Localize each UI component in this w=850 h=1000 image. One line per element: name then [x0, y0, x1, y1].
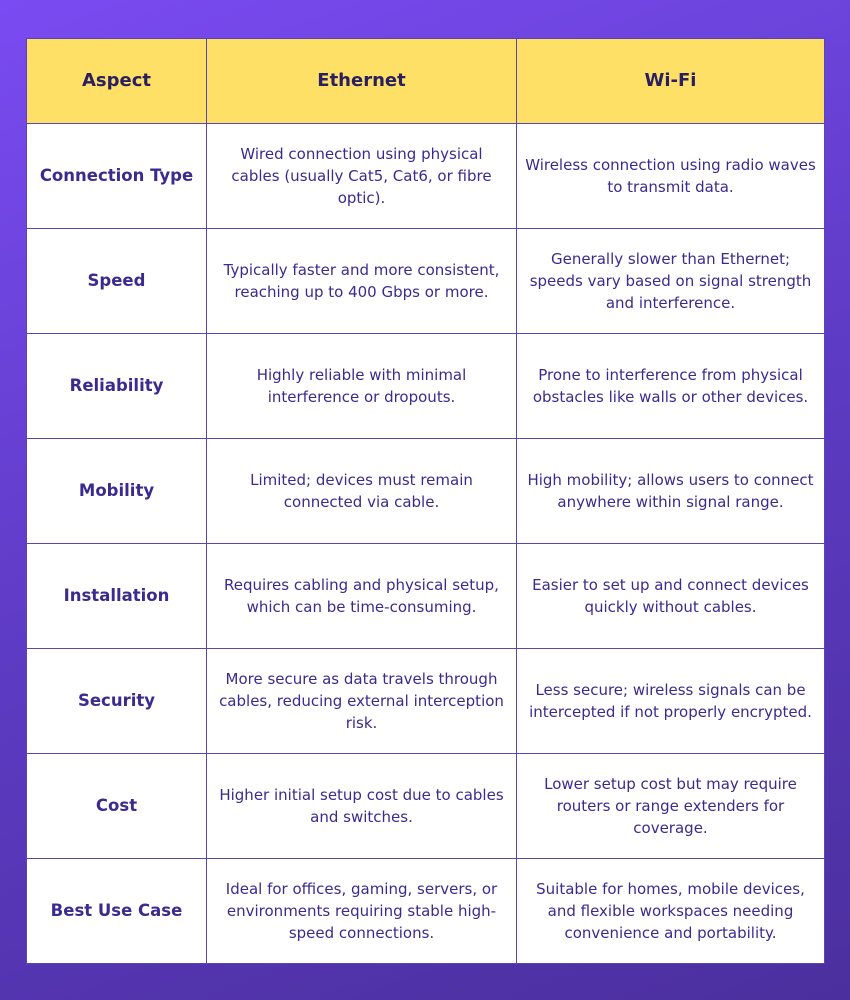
aspect-cell: Security	[26, 648, 207, 754]
value-cell: Wired connection using physical cables (…	[206, 123, 517, 229]
table-row: Connection Type Wired connection using ph…	[26, 123, 825, 229]
value-cell: Prone to interference from physical obst…	[516, 333, 825, 439]
header-cell: Aspect	[26, 38, 207, 124]
table-row: Cost Higher initial setup cost due to cab…	[26, 753, 825, 859]
value-cell: Highly reliable with minimal interferenc…	[206, 333, 517, 439]
aspect-cell: Installation	[26, 543, 207, 649]
aspect-cell: Speed	[26, 228, 207, 334]
aspect-cell: Mobility	[26, 438, 207, 544]
comparison-table: Aspect Ethernet Wi-Fi Connection Type Wired…	[26, 38, 825, 964]
table-row: Speed Typically faster and more consisten…	[26, 228, 825, 334]
value-cell: Lower setup cost but may require routers…	[516, 753, 825, 859]
table-row: Reliability Highly reliable with minimal …	[26, 333, 825, 439]
value-cell: Easier to set up and connect devices qui…	[516, 543, 825, 649]
value-cell: Higher initial setup cost due to cables …	[206, 753, 517, 859]
aspect-cell: Reliability	[26, 333, 207, 439]
header-row: Aspect Ethernet Wi-Fi	[26, 38, 825, 124]
value-cell: Ideal for offices, gaming, servers, or e…	[206, 858, 517, 964]
header-cell: Ethernet	[206, 38, 517, 124]
table-row: Mobility Limited; devices must remain con…	[26, 438, 825, 544]
aspect-cell: Cost	[26, 753, 207, 859]
value-cell: Requires cabling and physical setup, whi…	[206, 543, 517, 649]
value-cell: Limited; devices must remain connected v…	[206, 438, 517, 544]
header-cell: Wi-Fi	[516, 38, 825, 124]
value-cell: Typically faster and more consistent, re…	[206, 228, 517, 334]
aspect-cell: Best Use Case	[26, 858, 207, 964]
table-row: Installation Requires cabling and physica…	[26, 543, 825, 649]
value-cell: Generally slower than Ethernet; speeds v…	[516, 228, 825, 334]
aspect-cell: Connection Type	[26, 123, 207, 229]
value-cell: High mobility; allows users to connect a…	[516, 438, 825, 544]
value-cell: Less secure; wireless signals can be int…	[516, 648, 825, 754]
value-cell: More secure as data travels through cabl…	[206, 648, 517, 754]
table-row: Security More secure as data travels thro…	[26, 648, 825, 754]
table-row: Best Use Case Ideal for offices, gaming, …	[26, 858, 825, 964]
value-cell: Wireless connection using radio waves to…	[516, 123, 825, 229]
value-cell: Suitable for homes, mobile devices, and …	[516, 858, 825, 964]
